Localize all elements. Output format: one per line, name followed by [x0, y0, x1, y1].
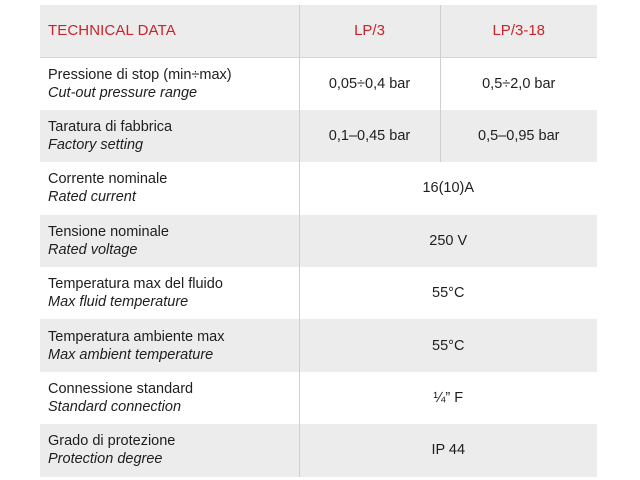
- value-lp3-18: 0,5–0,95 bar: [439, 109, 597, 163]
- value-shared: 16(10)A: [298, 162, 597, 215]
- label-english: Rated current: [48, 189, 136, 206]
- row-label: Connessione standard Standard connection: [40, 371, 299, 425]
- table-row: Temperatura max del fluido Max fluid tem…: [40, 266, 597, 320]
- value-shared: 55°C: [298, 319, 597, 372]
- row-label: Grado di protezione Protection degree: [40, 424, 299, 477]
- table-row: Pressione di stop (min÷max) Cut-out pres…: [40, 57, 597, 110]
- table-row: Connessione standard Standard connection…: [40, 371, 597, 425]
- table-row: Corrente nominale Rated current 16(10)A: [40, 162, 597, 215]
- row-label: Pressione di stop (min÷max) Cut-out pres…: [40, 57, 299, 110]
- value-lp3-18: 0,5÷2,0 bar: [439, 57, 597, 110]
- label-english: Standard connection: [48, 398, 182, 415]
- table-header-row: TECHNICAL DATA LP/3 LP/3-18: [40, 5, 597, 58]
- technical-data-table: TECHNICAL DATA LP/3 LP/3-18 Pressione di…: [40, 5, 597, 477]
- table-row: Temperatura ambiente max Max ambient tem…: [40, 319, 597, 372]
- label-english: Cut-out pressure range: [48, 84, 198, 101]
- label-italian: Temperatura ambiente max: [48, 328, 225, 345]
- row-label: Temperatura max del fluido Max fluid tem…: [40, 266, 299, 320]
- label-italian: Corrente nominale: [48, 171, 168, 188]
- label-english: Protection degree: [48, 451, 163, 468]
- label-italian: Pressione di stop (min÷max): [48, 66, 232, 83]
- label-english: Factory setting: [48, 136, 144, 153]
- label-italian: Connessione standard: [48, 380, 194, 397]
- row-label: Taratura di fabbrica Factory setting: [40, 109, 299, 163]
- row-label: Corrente nominale Rated current: [40, 162, 299, 215]
- model-lp3-header: LP/3: [298, 5, 440, 58]
- row-label: Tensione nominale Rated voltage: [40, 214, 299, 267]
- label-english: Max fluid temperature: [48, 294, 189, 311]
- technical-data-sheet: TECHNICAL DATA LP/3 LP/3-18 Pressione di…: [40, 5, 597, 477]
- label-italian: Grado di protezione: [48, 433, 176, 450]
- value-lp3: 0,1–0,45 bar: [298, 109, 440, 163]
- table-row: Grado di protezione Protection degree IP…: [40, 424, 597, 477]
- table-title: TECHNICAL DATA: [40, 5, 299, 58]
- label-italian: Taratura di fabbrica: [48, 118, 173, 135]
- model-lp3-18-header: LP/3-18: [439, 5, 597, 58]
- value-shared: ¼” F: [298, 371, 597, 425]
- label-english: Rated voltage: [48, 241, 138, 258]
- row-label: Temperatura ambiente max Max ambient tem…: [40, 319, 299, 372]
- table-row: Tensione nominale Rated voltage 250 V: [40, 214, 597, 267]
- table-row: Taratura di fabbrica Factory setting 0,1…: [40, 109, 597, 163]
- value-shared: 55°C: [298, 266, 597, 320]
- label-english: Max ambient temperature: [48, 346, 214, 363]
- value-shared: IP 44: [298, 424, 597, 477]
- label-italian: Tensione nominale: [48, 223, 169, 240]
- value-shared: 250 V: [298, 214, 597, 267]
- value-lp3: 0,05÷0,4 bar: [298, 57, 440, 110]
- label-italian: Temperatura max del fluido: [48, 276, 223, 293]
